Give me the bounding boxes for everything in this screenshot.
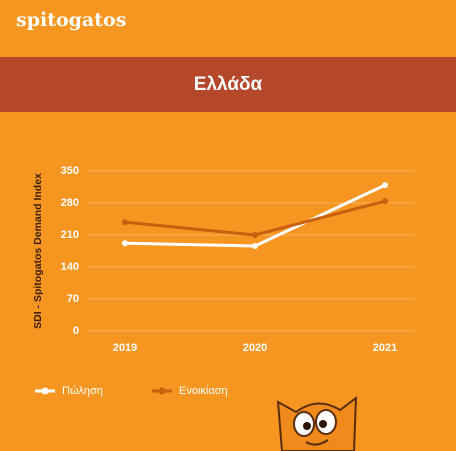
y-tick-label: 280: [61, 197, 79, 209]
x-tick-label: 2019: [113, 342, 137, 354]
title-banner: [0, 57, 456, 112]
data-point: [252, 232, 258, 238]
data-point: [122, 240, 128, 247]
data-point: [252, 242, 258, 249]
data-point: [382, 198, 388, 205]
y-tick-label: 210: [61, 229, 79, 241]
chart-title: Ελλάδα: [194, 74, 263, 95]
legend-label: Ενοικίαση: [179, 385, 228, 397]
data-point: [122, 219, 128, 226]
y-tick-label: 350: [61, 165, 79, 177]
x-tick-label: 2021: [373, 342, 397, 354]
y-tick-label: 70: [67, 293, 79, 305]
x-tick-label: 2020: [243, 342, 267, 354]
legend-dot: [158, 387, 166, 395]
data-point: [382, 182, 388, 189]
legend-dot: [41, 387, 49, 395]
y-tick-label: 0: [73, 325, 79, 337]
brand-logo: spitogatos: [16, 9, 126, 31]
legend-label: Πώληση: [62, 385, 103, 397]
y-tick-label: 140: [61, 261, 79, 273]
cat-illustration: [276, 395, 358, 451]
y-axis-label: SDI - Spitogatos Demand Index: [32, 173, 44, 329]
